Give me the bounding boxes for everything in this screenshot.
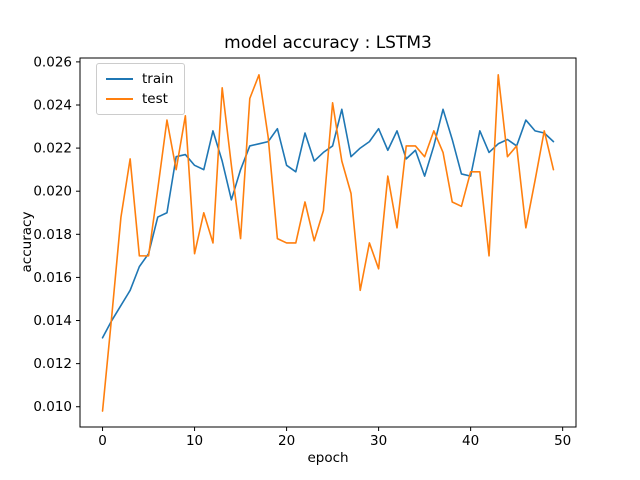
y-tick-label: 0.026 xyxy=(33,54,72,70)
x-tick-label: 20 xyxy=(278,433,295,449)
x-tick-label: 40 xyxy=(462,433,479,449)
x-tick-label: 30 xyxy=(370,433,387,449)
y-tick-label: 0.014 xyxy=(33,313,72,329)
x-axis-label: epoch xyxy=(307,450,349,466)
x-tick-label: 10 xyxy=(186,433,203,449)
y-tick-label: 0.020 xyxy=(33,184,72,200)
legend-item-test: test xyxy=(106,89,173,109)
test-line-swatch xyxy=(106,98,133,100)
axes-frame xyxy=(79,57,577,428)
y-tick-label: 0.024 xyxy=(33,97,72,113)
y-tick-label: 0.022 xyxy=(33,141,72,157)
y-tick-label: 0.016 xyxy=(33,270,72,286)
train-line-swatch xyxy=(106,78,133,80)
y-tick-label: 0.010 xyxy=(33,399,72,415)
legend: train test xyxy=(96,63,186,115)
x-tick-label: 0 xyxy=(98,433,107,449)
y-tick-label: 0.018 xyxy=(33,227,72,243)
legend-item-train: train xyxy=(106,69,173,89)
y-axis-label: accuracy xyxy=(19,211,35,273)
chart-title: model accuracy : LSTM3 xyxy=(224,33,432,53)
x-tick-label: 50 xyxy=(554,433,571,449)
y-tick-label: 0.012 xyxy=(33,356,72,372)
test-line xyxy=(101,74,555,412)
legend-label-test: test xyxy=(142,91,168,107)
legend-label-train: train xyxy=(142,71,174,87)
